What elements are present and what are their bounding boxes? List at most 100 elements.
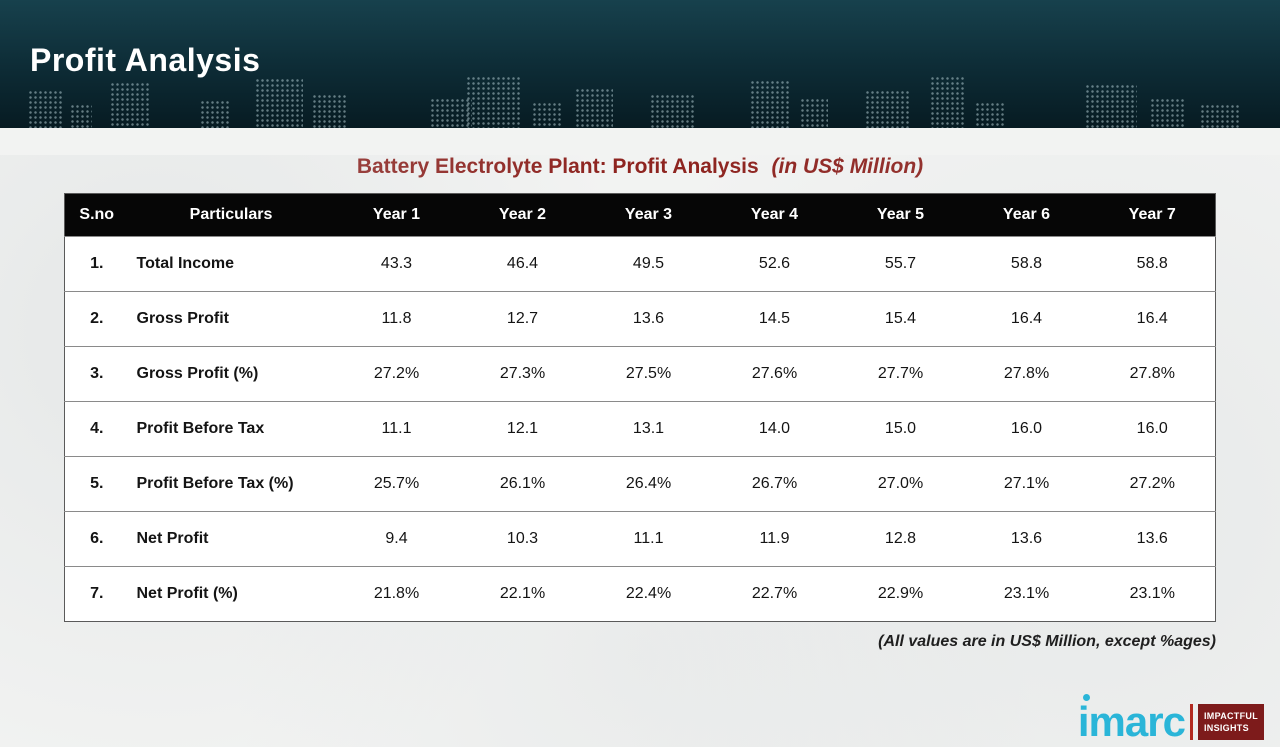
value-cell: 14.0: [711, 401, 838, 457]
value-cell: 11.8: [333, 291, 460, 347]
building-silhouette: [110, 82, 150, 128]
page-title: Profit Analysis: [30, 42, 261, 78]
building-silhouette: [430, 98, 472, 128]
value-cell: 11.1: [333, 401, 460, 457]
value-cell: 26.1%: [459, 456, 586, 512]
column-header-particulars: Particulars: [128, 193, 334, 237]
sno-cell: 7.: [64, 566, 129, 622]
value-cell: 16.4: [963, 291, 1090, 347]
sno-cell: 4.: [64, 401, 129, 457]
value-cell: 12.8: [837, 511, 964, 567]
value-cell: 21.8%: [333, 566, 460, 622]
column-header-year5: Year 5: [837, 193, 964, 237]
value-cell: 52.6: [711, 236, 838, 292]
building-silhouette: [800, 98, 828, 128]
building-silhouette: [312, 94, 348, 128]
value-cell: 27.8%: [1089, 346, 1216, 402]
slide-body: Battery Electrolyte Plant: Profit Analys…: [0, 155, 1280, 747]
sno-cell: 5.: [64, 456, 129, 512]
city-skyline-decoration: [0, 0, 1280, 128]
value-cell: 15.4: [837, 291, 964, 347]
building-silhouette: [650, 94, 696, 128]
value-cell: 15.0: [837, 401, 964, 457]
value-cell: 27.1%: [963, 456, 1090, 512]
value-cell: 22.4%: [585, 566, 712, 622]
sno-cell: 6.: [64, 511, 129, 567]
particulars-cell: Gross Profit: [128, 291, 334, 347]
value-cell: 23.1%: [1089, 566, 1216, 622]
value-cell: 13.6: [1089, 511, 1216, 567]
value-cell: 12.1: [459, 401, 586, 457]
building-silhouette: [1150, 98, 1184, 128]
column-header-year4: Year 4: [711, 193, 838, 237]
table-row: 7. Net Profit (%) 21.8% 22.1% 22.4% 22.7…: [64, 566, 1216, 622]
table-title: Battery Electrolyte Plant: Profit Analys…: [0, 155, 1280, 179]
particulars-cell: Gross Profit (%): [128, 346, 334, 402]
value-cell: 22.9%: [837, 566, 964, 622]
value-cell: 22.1%: [459, 566, 586, 622]
logo-i-dot-icon: [1082, 694, 1090, 701]
value-cell: 14.5: [711, 291, 838, 347]
building-silhouette: [255, 78, 303, 128]
value-cell: 9.4: [333, 511, 460, 567]
value-cell: 11.1: [585, 511, 712, 567]
building-silhouette: [575, 88, 613, 128]
column-header-year3: Year 3: [585, 193, 712, 237]
logo-tagline-top: IMPACTFUL: [1203, 710, 1258, 721]
table-row: 6. Net Profit 9.4 10.3 11.1 11.9 12.8 13…: [64, 511, 1216, 567]
value-cell: 16.0: [1089, 401, 1216, 457]
value-cell: 26.4%: [585, 456, 712, 512]
building-silhouette: [930, 76, 964, 128]
building-silhouette: [1200, 104, 1240, 128]
value-cell: 13.6: [963, 511, 1090, 567]
value-cell: 13.6: [585, 291, 712, 347]
value-cell: 49.5: [585, 236, 712, 292]
logo-divider: [1189, 704, 1193, 740]
value-cell: 27.0%: [837, 456, 964, 512]
logo-tagline: IMPACTFUL INSIGHTS: [1197, 704, 1264, 740]
logo-wordmark: imarc: [1077, 698, 1186, 745]
table-title-unit: (in US$ Million): [771, 155, 924, 178]
building-silhouette: [28, 90, 62, 128]
particulars-cell: Profit Before Tax (%): [128, 456, 334, 512]
building-silhouette: [865, 90, 909, 128]
building-silhouette: [532, 102, 562, 128]
column-header-year2: Year 2: [459, 193, 586, 237]
column-header-year7: Year 7: [1089, 193, 1216, 237]
sno-cell: 1.: [64, 236, 129, 292]
building-silhouette: [200, 100, 230, 128]
table-row: 4. Profit Before Tax 11.1 12.1 13.1 14.0…: [64, 401, 1216, 457]
value-cell: 12.7: [459, 291, 586, 347]
sno-cell: 2.: [64, 291, 129, 347]
profit-analysis-table: S.no Particulars Year 1 Year 2 Year 3 Ye…: [64, 193, 1216, 622]
value-cell: 58.8: [963, 236, 1090, 292]
value-cell: 16.0: [963, 401, 1090, 457]
logo-wordmark-wrap: imarc: [1078, 694, 1186, 743]
table-row: 3. Gross Profit (%) 27.2% 27.3% 27.5% 27…: [64, 346, 1216, 402]
table-row: 1. Total Income 43.3 46.4 49.5 52.6 55.7…: [64, 236, 1216, 292]
value-cell: 27.7%: [837, 346, 964, 402]
value-cell: 27.3%: [459, 346, 586, 402]
value-cell: 43.3: [333, 236, 460, 292]
building-silhouette: [975, 102, 1005, 128]
table-title-text: Battery Electrolyte Plant: Profit Analys…: [356, 155, 759, 178]
building-silhouette: [466, 76, 522, 128]
sno-cell: 3.: [64, 346, 129, 402]
value-cell: 25.7%: [333, 456, 460, 512]
building-silhouette: [750, 80, 790, 128]
value-cell: 26.7%: [711, 456, 838, 512]
header-banner: Profit Analysis: [0, 0, 1280, 128]
column-header-year6: Year 6: [963, 193, 1090, 237]
particulars-cell: Total Income: [128, 236, 334, 292]
value-cell: 27.2%: [333, 346, 460, 402]
value-cell: 27.6%: [711, 346, 838, 402]
value-cell: 55.7: [837, 236, 964, 292]
value-cell: 27.5%: [585, 346, 712, 402]
table-row: 5. Profit Before Tax (%) 25.7% 26.1% 26.…: [64, 456, 1216, 512]
value-cell: 10.3: [459, 511, 586, 567]
value-cell: 46.4: [459, 236, 586, 292]
particulars-cell: Net Profit (%): [128, 566, 334, 622]
particulars-cell: Net Profit: [128, 511, 334, 567]
building-silhouette: [70, 104, 92, 128]
value-cell: 27.2%: [1089, 456, 1216, 512]
